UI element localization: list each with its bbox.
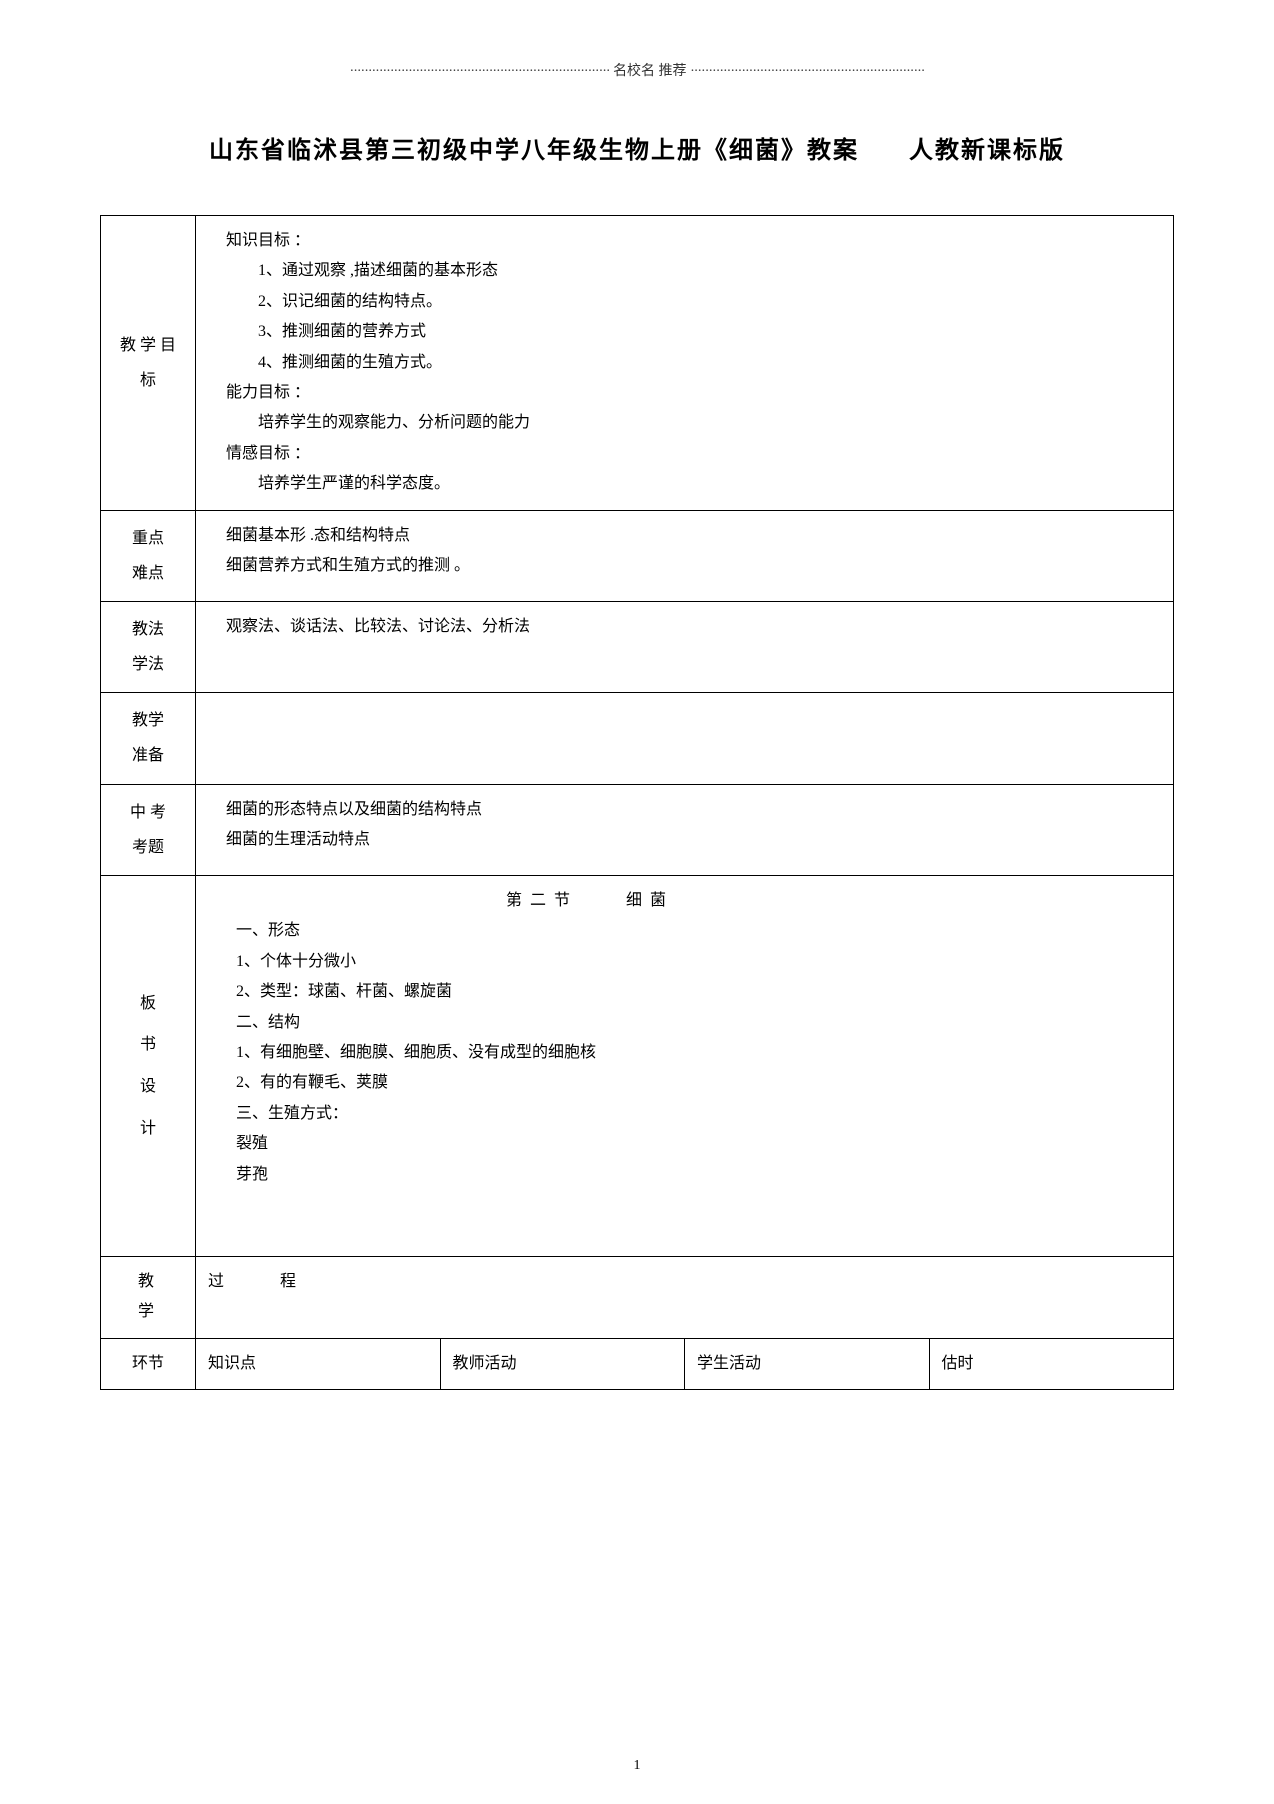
board-line: 2、有的有鞭毛、荚膜 xyxy=(236,1068,1161,1098)
board-line: 二、结构 xyxy=(236,1008,1161,1038)
board-heading: 第二节 细菌 xyxy=(506,886,674,916)
title-right: 人教新课标版 xyxy=(909,137,1065,164)
document-title: 山东省临沭县第三初级中学八年级生物上册《细菌》教案 人教新课标版 xyxy=(100,130,1174,165)
label-exam: 中 考 考题 xyxy=(101,784,196,875)
lesson-plan-table: 教 学 目 标 知识目标 ： 1、通过观察 ,描述细菌的基本形态 2、识记细菌的… xyxy=(100,215,1174,1390)
board-line: 2、类型：球菌、杆菌、螺旋菌 xyxy=(236,977,1161,1007)
col-teacher: 教师活动 xyxy=(440,1338,685,1389)
content-board: 第二节 细菌 一、形态 1、个体十分微小 2、类型：球菌、杆菌、螺旋菌 二、结构… xyxy=(196,876,1174,1257)
title-left: 山东省临沭县第三初级中学八年级生物上册《细菌》教案 xyxy=(209,137,859,164)
label-board: 板 书 设 计 xyxy=(101,876,196,1257)
row-method: 教法 学法 观察法、谈话法、比较法、讨论法、分析法 xyxy=(101,601,1174,692)
row-goals: 教 学 目 标 知识目标 ： 1、通过观察 ,描述细菌的基本形态 2、识记细菌的… xyxy=(101,216,1174,511)
col-stage: 环节 xyxy=(101,1338,196,1389)
row-process-header: 教 学 过 程 xyxy=(101,1257,1174,1339)
row-board: 板 书 设 计 第二节 细菌 一、形态 1、个体十分微小 2、类型：球菌、杆菌、… xyxy=(101,876,1174,1257)
row-prepare: 教学 准备 xyxy=(101,693,1174,784)
content-prepare xyxy=(196,693,1174,784)
row-keypoints: 重点 难点 细菌基本形 .态和结构特点 细菌营养方式和生殖方式的推测 。 xyxy=(101,510,1174,601)
label-method: 教法 学法 xyxy=(101,601,196,692)
board-line: 1、有细胞壁、细胞膜、细胞质、没有成型的细胞核 xyxy=(236,1038,1161,1068)
row-exam: 中 考 考题 细菌的形态特点以及细菌的结构特点 细菌的生理活动特点 xyxy=(101,784,1174,875)
board-line: 裂殖 xyxy=(236,1129,1161,1159)
content-method: 观察法、谈话法、比较法、讨论法、分析法 xyxy=(196,601,1174,692)
header-text: 名校名 推荐 xyxy=(613,64,687,79)
label-goals: 教 学 目 标 xyxy=(101,216,196,511)
page-number: 1 xyxy=(0,1758,1274,1774)
content-goals: 知识目标 ： 1、通过观察 ,描述细菌的基本形态 2、识记细菌的结构特点。 3、… xyxy=(196,216,1174,511)
dots-right: ········································… xyxy=(690,64,924,79)
board-line: 一、形态 xyxy=(236,916,1161,946)
content-keypoints: 细菌基本形 .态和结构特点 细菌营养方式和生殖方式的推测 。 xyxy=(196,510,1174,601)
board-line: 芽孢 xyxy=(236,1160,1161,1190)
page: ········································… xyxy=(0,0,1274,1804)
content-process: 过 程 xyxy=(196,1257,1174,1339)
dots-left: ········································… xyxy=(350,64,610,79)
col-student: 学生活动 xyxy=(685,1338,930,1389)
row-sub-header: 环节 知识点 教师活动 学生活动 估时 xyxy=(101,1338,1174,1389)
label-prepare: 教学 准备 xyxy=(101,693,196,784)
label-process: 教 学 xyxy=(101,1257,196,1339)
header-ornament: ········································… xyxy=(100,60,1174,80)
content-exam: 细菌的形态特点以及细菌的结构特点 细菌的生理活动特点 xyxy=(196,784,1174,875)
label-keypoints: 重点 难点 xyxy=(101,510,196,601)
col-knowledge: 知识点 xyxy=(196,1338,441,1389)
board-line: 三、生殖方式： xyxy=(236,1099,1161,1129)
board-line: 1、个体十分微小 xyxy=(236,947,1161,977)
col-time: 估时 xyxy=(929,1338,1174,1389)
